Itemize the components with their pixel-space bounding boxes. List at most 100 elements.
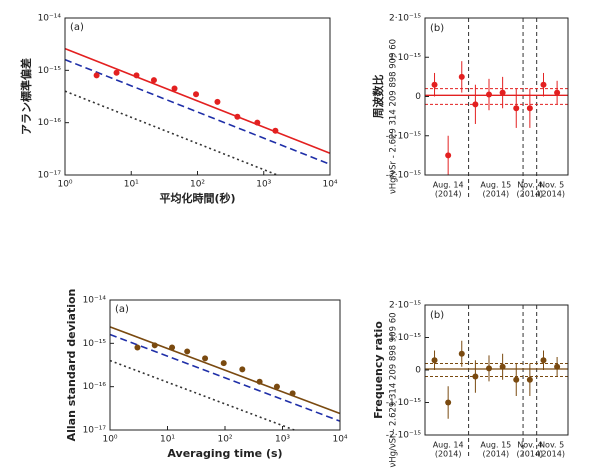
data-point xyxy=(239,366,246,373)
plot-frame xyxy=(109,299,341,431)
y-tick-label: 2·10⁻¹⁵ xyxy=(389,301,421,311)
data-point xyxy=(113,69,120,76)
y-tick-label: 0 xyxy=(415,92,421,102)
y-tick-label: 10⁻¹⁴ xyxy=(83,296,107,306)
group-label: Nov. 4 xyxy=(517,441,542,450)
data-point xyxy=(472,373,479,380)
data-point xyxy=(202,355,209,362)
y-tick-label: 0 xyxy=(415,366,421,376)
x-tick-label: 10³ xyxy=(275,435,290,445)
y-tick-label: 1·10⁻¹⁵ xyxy=(389,53,421,63)
group-label: Nov. 4 xyxy=(517,181,542,190)
group-sublabel: (2014) xyxy=(483,190,510,199)
group-label: Aug. 15 xyxy=(480,181,511,190)
x-axis-label: Averaging time (s) xyxy=(167,447,282,460)
group-sublabel: (2014) xyxy=(538,450,565,459)
fit-line xyxy=(109,333,341,422)
y-tick-label: 1·10⁻¹⁵ xyxy=(389,333,421,343)
data-point xyxy=(193,91,200,98)
y-tick-label: 10⁻¹⁷ xyxy=(38,171,62,181)
data-point xyxy=(171,85,178,92)
y-tick-label: 10⁻¹⁵ xyxy=(83,339,107,349)
data-point xyxy=(472,101,479,108)
data-point xyxy=(526,376,533,383)
data-point xyxy=(254,119,261,126)
y-tick-label: 10⁻¹⁶ xyxy=(38,118,62,128)
x-tick-label: 10³ xyxy=(256,180,271,190)
data-point xyxy=(234,113,241,120)
data-point xyxy=(431,357,438,364)
data-point xyxy=(513,376,520,383)
data-point xyxy=(272,127,279,134)
x-tick-label: 10⁰ xyxy=(57,180,72,190)
data-point xyxy=(273,383,280,390)
y-axis-label-formula: νHg/νSr - 2.629 314 209 898 909 60 xyxy=(389,312,399,467)
data-point xyxy=(458,350,465,357)
data-point xyxy=(554,363,561,370)
group-sublabel: (2014) xyxy=(517,450,544,459)
x-tick-label: 10¹ xyxy=(160,435,175,445)
y-tick-label: -2·10⁻¹⁵ xyxy=(386,431,422,441)
data-point xyxy=(214,98,221,105)
x-tick-label: 10¹ xyxy=(124,180,139,190)
panel-label: (b) xyxy=(430,310,444,321)
y-tick-label: -2·10⁻¹⁵ xyxy=(386,171,422,181)
fit-line xyxy=(64,58,331,166)
panel-label: (a) xyxy=(70,22,84,33)
data-point xyxy=(499,363,506,370)
group-sublabel: (2014) xyxy=(483,450,510,459)
data-point xyxy=(93,72,100,79)
plot-frame xyxy=(64,17,331,176)
group-label: Aug. 14 xyxy=(433,441,464,450)
group-sublabel: (2014) xyxy=(435,450,462,459)
group-label: Nov. 5 xyxy=(539,441,564,450)
fit-line xyxy=(64,47,331,155)
x-tick-label: 10⁰ xyxy=(102,435,117,445)
data-point xyxy=(526,105,533,112)
y-tick-label: 10⁻¹⁶ xyxy=(83,382,107,392)
fit-line xyxy=(109,326,341,415)
data-point xyxy=(540,357,547,364)
data-point xyxy=(540,81,547,88)
plot-frame xyxy=(424,17,569,176)
data-point xyxy=(554,89,561,96)
data-point xyxy=(486,365,493,372)
data-point xyxy=(184,348,191,355)
panel-label: (b) xyxy=(430,23,444,34)
y-tick-label: 10⁻¹⁴ xyxy=(38,14,62,24)
y-axis-label: Allan standard deviation xyxy=(65,289,78,442)
y-tick-label: 10⁻¹⁷ xyxy=(83,426,107,436)
data-point xyxy=(134,344,141,351)
group-label: Aug. 15 xyxy=(480,441,511,450)
y-axis-label: 周波数比 xyxy=(371,75,385,119)
x-axis-label: 平均化時間(秒) xyxy=(159,191,235,205)
data-point xyxy=(169,344,176,351)
data-point xyxy=(289,390,296,397)
y-axis-label: アラン標準偏差 xyxy=(19,58,33,135)
x-tick-label: 10² xyxy=(217,435,232,445)
x-tick-label: 10⁴ xyxy=(322,180,337,190)
data-point xyxy=(256,378,263,385)
y-tick-label: 10⁻¹⁵ xyxy=(38,66,62,76)
y-tick-label: -1·10⁻¹⁵ xyxy=(386,131,422,141)
x-tick-label: 10² xyxy=(190,180,205,190)
fit-line xyxy=(109,359,295,431)
data-point xyxy=(133,72,140,79)
data-point xyxy=(499,89,506,96)
group-sublabel: (2014) xyxy=(538,190,565,199)
panel-label: (a) xyxy=(115,304,129,315)
y-tick-label: -1·10⁻¹⁵ xyxy=(386,398,422,408)
group-label: Nov. 5 xyxy=(539,181,564,190)
data-point xyxy=(150,77,157,84)
y-axis-label: Frequency ratio xyxy=(372,321,385,419)
y-axis-label-formula: νHg/νSr - 2.629 314 209 898 909 60 xyxy=(389,39,399,194)
group-label: Aug. 14 xyxy=(433,181,464,190)
data-point xyxy=(486,91,493,98)
data-point xyxy=(220,360,227,367)
x-tick-label: 10⁴ xyxy=(332,435,347,445)
data-point xyxy=(458,73,465,80)
data-point xyxy=(513,105,520,112)
data-point xyxy=(445,399,452,406)
plot-frame xyxy=(424,304,569,436)
